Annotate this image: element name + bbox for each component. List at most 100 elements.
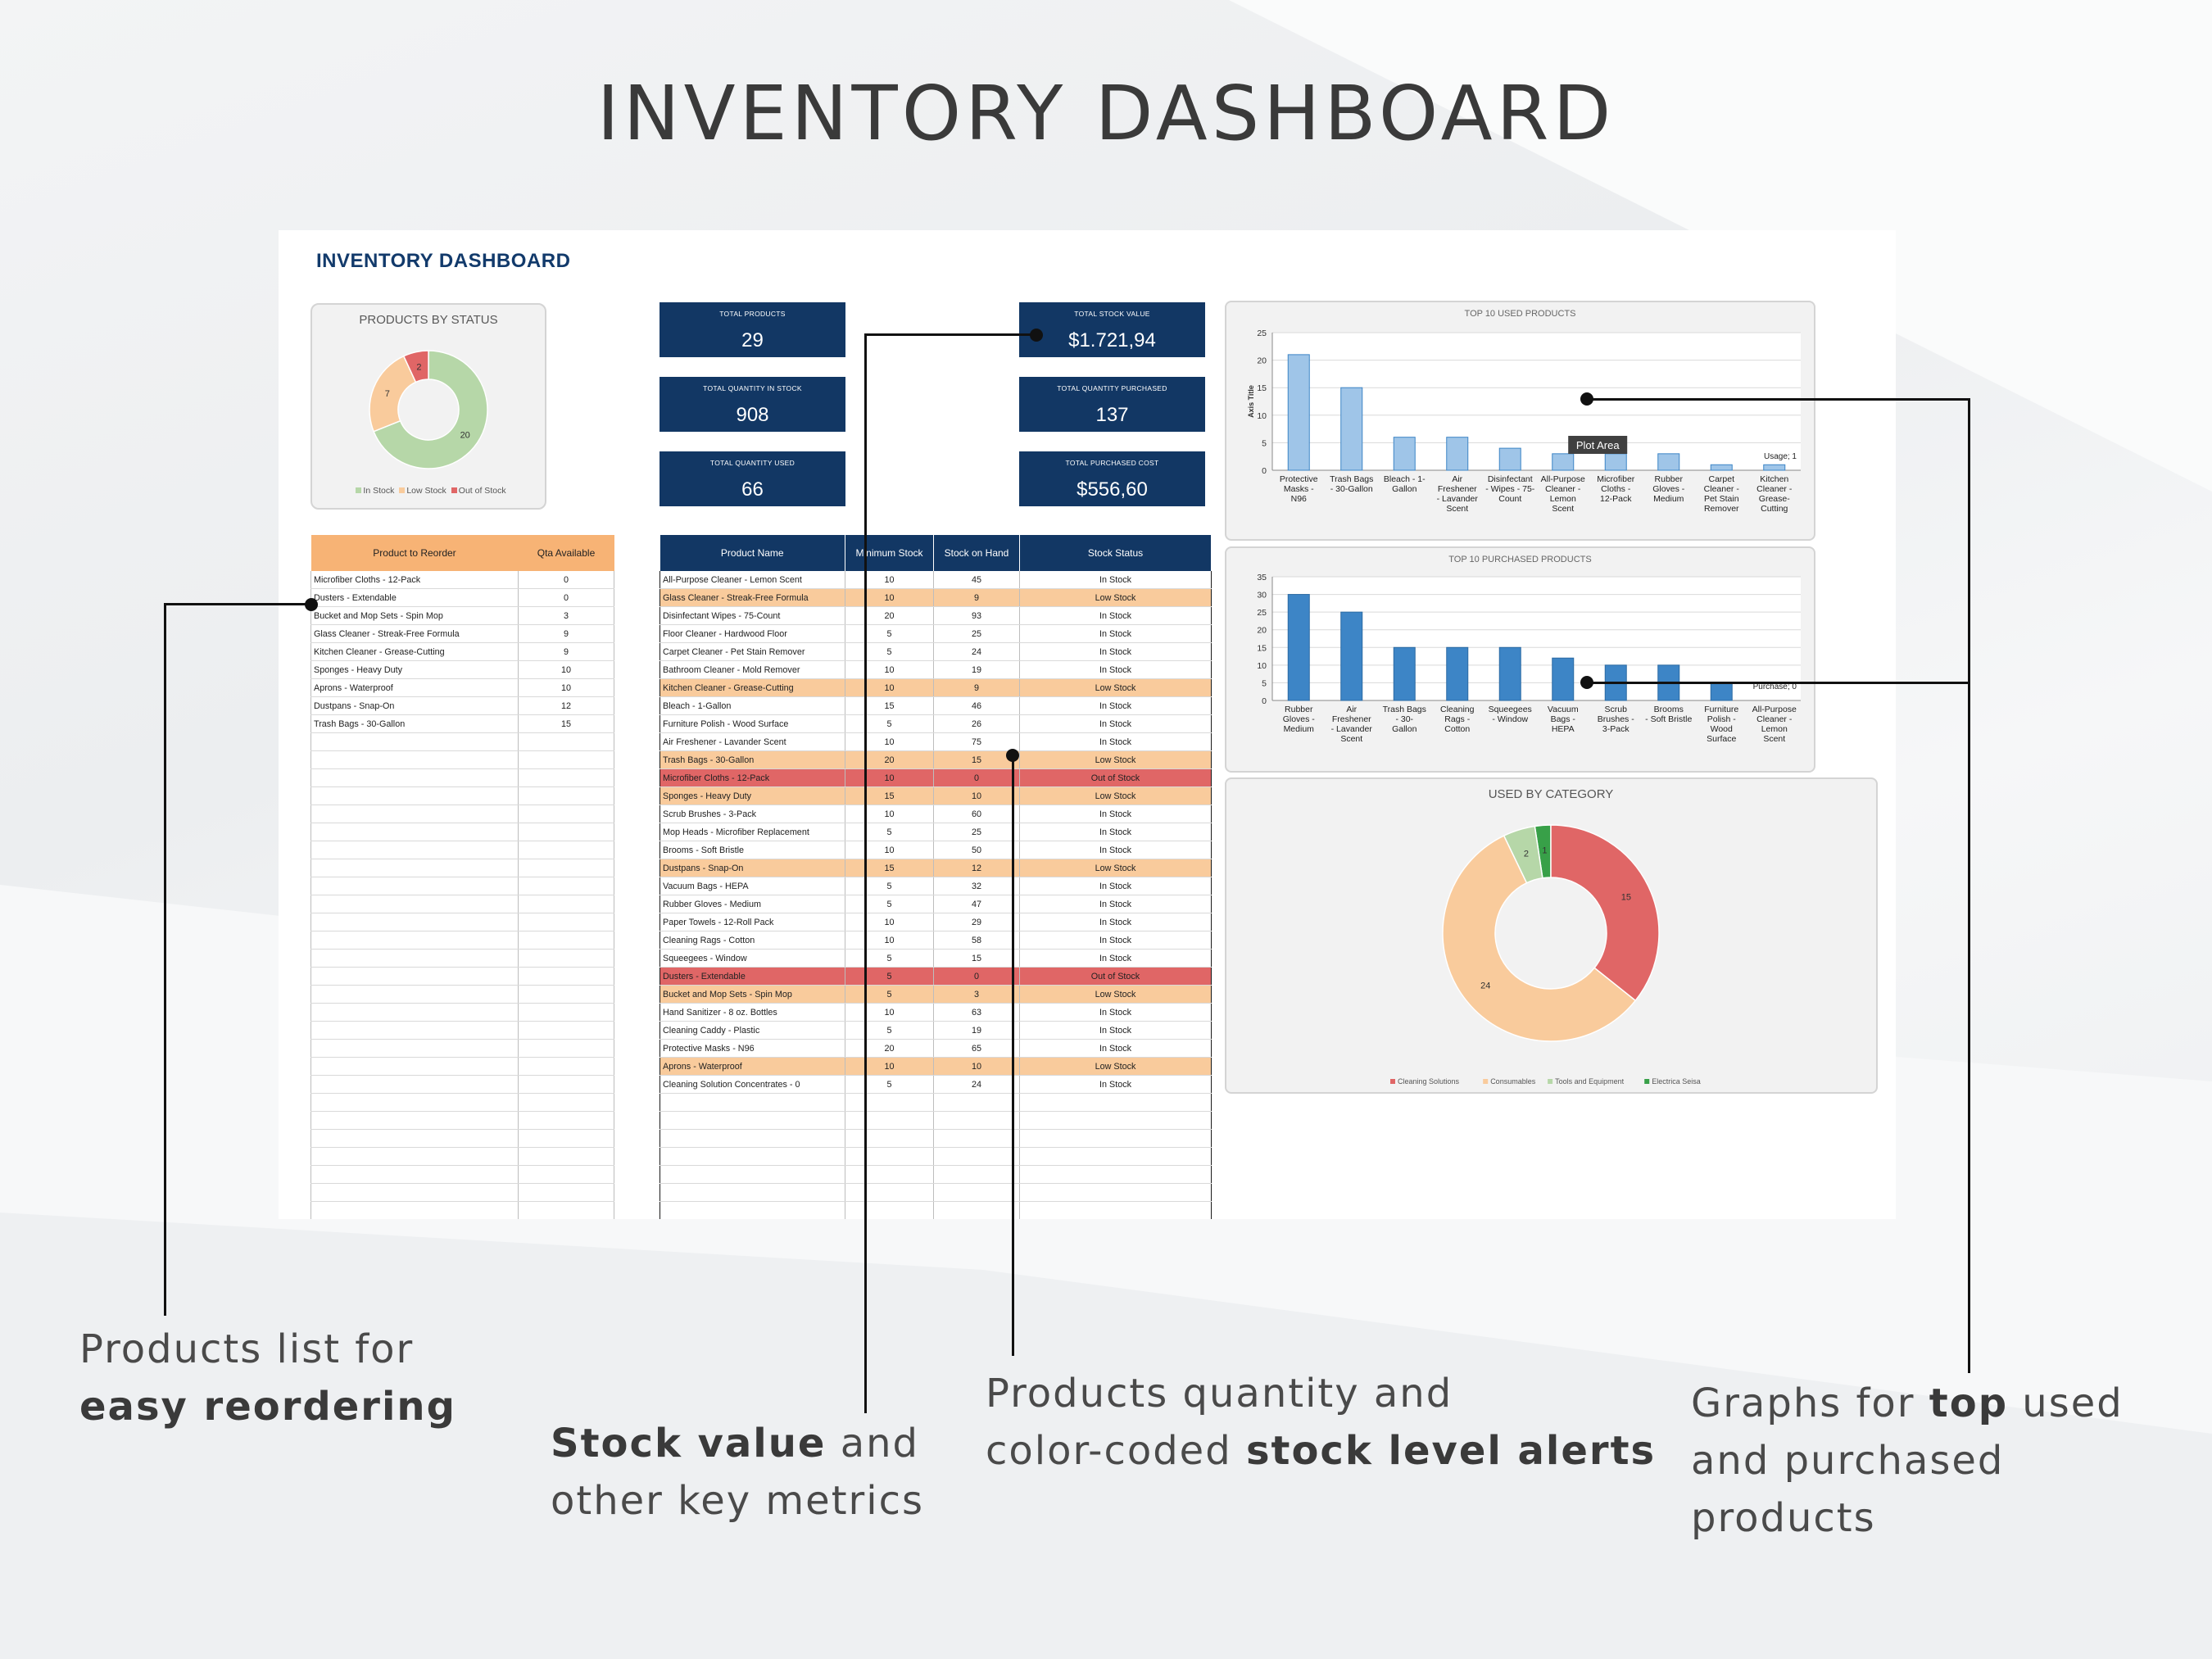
product-name-cell xyxy=(660,1201,845,1219)
kpi-total-quantity-purchased: TOTAL QUANTITY PURCHASED 137 xyxy=(1019,377,1205,432)
stock-on-hand-cell: 19 xyxy=(933,660,1020,679)
reorder-product-cell: Glass Cleaner - Streak-Free Formula xyxy=(310,624,519,643)
inventory-row: Mop Heads - Microfiber Replacement 5 25 In … xyxy=(660,823,1212,841)
product-name-cell: Disinfectant Wipes - 75-Count xyxy=(660,606,845,625)
reorder-row: Dusters - Extendable 0 xyxy=(310,588,614,607)
connector-line xyxy=(1012,755,1014,1356)
empty-row xyxy=(310,1057,614,1076)
x-tick-label: Air xyxy=(1346,705,1357,714)
empty-row xyxy=(310,967,614,986)
stock-on-hand-cell: 65 xyxy=(933,1039,1020,1058)
reorder-product-cell xyxy=(310,949,519,968)
reorder-product-cell xyxy=(310,1129,519,1148)
inventory-row: Scrub Brushes - 3-Pack 10 60 In Stock xyxy=(660,805,1212,823)
donut-data-label: 20 xyxy=(460,430,470,440)
annotation-bold: stock level alerts xyxy=(1245,1428,1657,1474)
reorder-product-cell xyxy=(310,1039,519,1058)
stock-status-cell: In Stock xyxy=(1019,841,1212,859)
stock-status-cell xyxy=(1019,1093,1212,1112)
stock-status-cell: In Stock xyxy=(1019,913,1212,931)
inventory-row: Dustpans - Snap-On 15 12 Low Stock xyxy=(660,859,1212,877)
min-stock-cell: 10 xyxy=(845,732,934,751)
y-tick-label: 5 xyxy=(1262,678,1267,688)
connector-dot xyxy=(1580,392,1593,406)
kpi-total-products: TOTAL PRODUCTS 29 xyxy=(660,302,845,357)
product-name-cell: Furniture Polish - Wood Surface xyxy=(660,714,845,733)
reorder-row: Bucket and Mop Sets - Spin Mop 3 xyxy=(310,606,614,625)
min-stock-cell: 10 xyxy=(845,660,934,679)
empty-row xyxy=(310,1201,614,1219)
reorder-product-cell xyxy=(310,786,519,805)
inventory-row: Rubber Gloves - Medium 5 47 In Stock xyxy=(660,895,1212,913)
x-tick-label: Masks - xyxy=(1284,484,1314,494)
inventory-row: Brooms - Soft Bristle 10 50 In Stock xyxy=(660,841,1212,859)
min-stock-cell: 15 xyxy=(845,859,934,877)
reorder-qty-cell xyxy=(518,823,614,841)
product-name-cell: Dustpans - Snap-On xyxy=(660,859,845,877)
x-tick-label: Freshener xyxy=(1438,484,1477,494)
bar xyxy=(1287,594,1310,701)
x-tick-label: - Lavander xyxy=(1331,724,1373,734)
reorder-product-cell xyxy=(310,859,519,877)
stock-on-hand-cell: 19 xyxy=(933,1021,1020,1040)
y-tick-label: 20 xyxy=(1257,356,1267,366)
kpi-label: TOTAL QUANTITY USED xyxy=(709,459,796,467)
inventory-row: Bathroom Cleaner - Mold Remover 10 19 In St… xyxy=(660,660,1212,679)
legend-label: Low Stock xyxy=(406,486,446,496)
empty-row xyxy=(310,1003,614,1022)
x-tick-label: - Wipes - 75- xyxy=(1485,484,1535,494)
stock-status-cell: Out of Stock xyxy=(1019,967,1212,986)
empty-row xyxy=(310,1039,614,1058)
reorder-product-cell xyxy=(310,750,519,769)
x-tick-label: Brooms xyxy=(1654,705,1684,714)
kpi-value: $1.721,94 xyxy=(1068,329,1156,351)
product-name-cell: Hand Sanitizer - 8 oz. Bottles xyxy=(660,1003,845,1022)
stock-status-cell: In Stock xyxy=(1019,823,1212,841)
connector-line xyxy=(864,333,867,1413)
kpi-label: TOTAL PRODUCTS xyxy=(719,310,786,318)
min-stock-cell: 10 xyxy=(845,1003,934,1022)
reorder-qty-cell xyxy=(518,949,614,968)
annotation-reordering: Products list for easy reordering xyxy=(79,1321,456,1435)
inventory-row: Sponges - Heavy Duty 15 10 Low Stock xyxy=(660,786,1212,805)
stock-on-hand-cell: 25 xyxy=(933,624,1020,643)
y-tick-label: 10 xyxy=(1257,411,1267,421)
reorder-product-cell xyxy=(310,967,519,986)
stock-status-cell: Out of Stock xyxy=(1019,768,1212,787)
stock-status-cell: In Stock xyxy=(1019,1003,1212,1022)
inventory-row: Dusters - Extendable 5 0 Out of Stock xyxy=(660,967,1212,986)
min-stock-cell: 10 xyxy=(845,913,934,931)
bar xyxy=(1657,453,1680,471)
stock-status-cell: In Stock xyxy=(1019,1021,1212,1040)
x-tick-label: Medium xyxy=(1284,724,1315,734)
used-by-category-donut-chart: USED BY CATEGORY 1 15 24 2 Cleaning Solutions… xyxy=(1390,787,1701,1086)
annotation-metrics: Stock value and other key metrics xyxy=(551,1415,924,1530)
min-stock-cell xyxy=(845,1147,934,1166)
empty-row xyxy=(660,1201,1212,1219)
empty-row xyxy=(310,895,614,913)
bar xyxy=(1710,682,1733,701)
empty-row xyxy=(310,859,614,877)
status-card-title: PRODUCTS BY STATUS xyxy=(359,313,498,327)
stock-on-hand-cell: 45 xyxy=(933,571,1020,589)
min-stock-cell: 5 xyxy=(845,895,934,913)
product-name-cell: Squeegees - Window xyxy=(660,949,845,968)
reorder-product-cell xyxy=(310,931,519,950)
stock-on-hand-cell: 0 xyxy=(933,768,1020,787)
annotation-bold: easy reordering xyxy=(79,1384,456,1430)
legend-label: Electrica Seisa xyxy=(1652,1077,1701,1086)
x-tick-label: Cleaner - xyxy=(1756,714,1793,724)
connector-line xyxy=(164,603,311,605)
min-stock-cell: 5 xyxy=(845,714,934,733)
donut-data-label: 15 xyxy=(1621,893,1631,903)
x-tick-label: Rubber xyxy=(1655,474,1684,484)
min-stock-cell: 10 xyxy=(845,588,934,607)
reorder-qty-cell xyxy=(518,931,614,950)
product-name-cell: Mop Heads - Microfiber Replacement xyxy=(660,823,845,841)
x-tick-label: Cutting xyxy=(1761,504,1788,514)
donut-data-label: 1 xyxy=(1542,845,1547,855)
inventory-row: Bucket and Mop Sets - Spin Mop 5 3 Low Stoc… xyxy=(660,985,1212,1004)
donut-data-label: 24 xyxy=(1480,981,1490,991)
min-stock-cell: 10 xyxy=(845,805,934,823)
reorder-qty-cell xyxy=(518,1147,614,1166)
